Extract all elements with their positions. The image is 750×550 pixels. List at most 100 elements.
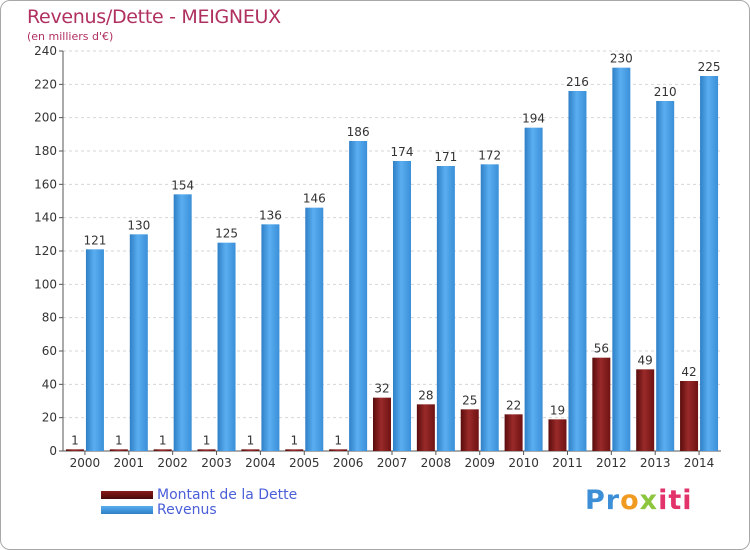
data-label-revenus: 225 bbox=[698, 60, 721, 74]
bar-revenus bbox=[129, 234, 148, 451]
bar-revenus bbox=[393, 161, 411, 451]
data-label-dette: 42 bbox=[681, 365, 696, 379]
y-tick-label: 60 bbox=[42, 344, 57, 358]
x-tick-label: 2004 bbox=[245, 456, 276, 470]
logo-part: x bbox=[639, 485, 659, 516]
bar-dette bbox=[109, 449, 128, 451]
data-label-revenus: 230 bbox=[610, 52, 633, 66]
data-label-revenus: 216 bbox=[566, 75, 589, 89]
data-label-revenus: 136 bbox=[259, 208, 282, 222]
data-label-dette: 1 bbox=[247, 433, 255, 447]
data-label-revenus: 174 bbox=[391, 145, 414, 159]
y-tick-label: 240 bbox=[34, 44, 57, 58]
data-label-revenus: 186 bbox=[347, 125, 370, 139]
x-tick-label: 2007 bbox=[377, 456, 408, 470]
y-tick-label: 100 bbox=[34, 277, 57, 291]
data-label-revenus: 210 bbox=[654, 85, 677, 99]
data-label-dette: 49 bbox=[638, 353, 653, 367]
x-tick-label: 2008 bbox=[421, 456, 452, 470]
x-tick-label: 2013 bbox=[640, 456, 671, 470]
y-tick-label: 120 bbox=[34, 244, 57, 258]
bar-dette bbox=[548, 419, 567, 451]
bar-revenus bbox=[568, 91, 587, 451]
y-tick-label: 40 bbox=[42, 377, 57, 391]
bar-revenus bbox=[349, 141, 368, 451]
bar-dette bbox=[241, 449, 260, 451]
bar-revenus bbox=[85, 249, 104, 451]
logo-part: Pr bbox=[585, 485, 621, 516]
axes: 0 20 40 60 80 100 120 140 160 180 200 220 240 2000 200… bbox=[34, 44, 721, 470]
bar-dette bbox=[416, 404, 435, 451]
x-tick-label: 2009 bbox=[464, 456, 495, 470]
bar-revenus bbox=[261, 224, 280, 451]
bar-revenus bbox=[480, 164, 499, 452]
bar-dette bbox=[65, 449, 84, 451]
y-tick-label: 200 bbox=[34, 111, 57, 125]
bar-dette bbox=[460, 409, 479, 451]
bar-dette bbox=[153, 449, 172, 451]
x-tick-label: 2001 bbox=[114, 456, 145, 470]
data-label-dette: 1 bbox=[115, 433, 123, 447]
data-label-dette: 1 bbox=[159, 433, 167, 447]
proxiti-logo: Proxiti bbox=[585, 485, 693, 516]
bar-revenus bbox=[524, 127, 543, 452]
x-tick-label: 2003 bbox=[201, 456, 232, 470]
data-label-revenus: 194 bbox=[522, 112, 545, 126]
bar-dette bbox=[592, 357, 611, 451]
bar-revenus bbox=[173, 194, 192, 452]
y-tick-label: 0 bbox=[49, 444, 57, 458]
y-tick-label: 180 bbox=[34, 144, 57, 158]
chart-title: Revenus/Dette - MEIGNEUX bbox=[27, 6, 281, 28]
data-label-dette: 56 bbox=[594, 342, 609, 356]
x-tick-label: 2000 bbox=[70, 456, 101, 470]
x-tick-label: 2011 bbox=[552, 456, 583, 470]
x-tick-label: 2006 bbox=[333, 456, 364, 470]
x-tick-label: 2014 bbox=[684, 456, 715, 470]
data-label-dette: 1 bbox=[334, 433, 342, 447]
data-label-dette: 32 bbox=[374, 382, 389, 396]
data-label-dette: 1 bbox=[71, 433, 79, 447]
bar-revenus bbox=[612, 67, 631, 452]
data-label-revenus: 125 bbox=[215, 227, 238, 241]
y-tick-label: 80 bbox=[42, 311, 57, 325]
data-label-dette: 25 bbox=[462, 393, 477, 407]
data-label-dette: 19 bbox=[550, 403, 565, 417]
bar-dette bbox=[285, 449, 304, 451]
bar-revenus bbox=[217, 242, 236, 451]
data-label-dette: 1 bbox=[290, 433, 298, 447]
bar-revenus bbox=[305, 207, 324, 451]
bar-revenus bbox=[436, 166, 455, 451]
x-tick-label: 2012 bbox=[596, 456, 627, 470]
data-label-revenus: 171 bbox=[434, 150, 457, 164]
legend-item-dette: Montant de la Dette bbox=[101, 487, 298, 503]
x-tick-label: 2005 bbox=[289, 456, 320, 470]
legend-swatch-dette bbox=[101, 491, 153, 499]
y-tick-label: 140 bbox=[34, 211, 57, 225]
data-label-dette: 22 bbox=[506, 398, 521, 412]
y-tick-label: 160 bbox=[34, 177, 57, 191]
y-tick-label: 20 bbox=[42, 411, 57, 425]
bars bbox=[65, 67, 719, 452]
x-tick-label: 2002 bbox=[157, 456, 188, 470]
legend-item-revenus: Revenus bbox=[101, 502, 217, 518]
data-label-revenus: 154 bbox=[171, 178, 194, 192]
bar-dette bbox=[680, 381, 699, 451]
legend-swatch-revenus bbox=[101, 506, 153, 514]
data-label-dette: 1 bbox=[203, 433, 211, 447]
y-tick-label: 220 bbox=[34, 77, 57, 91]
data-label-dette: 28 bbox=[418, 388, 433, 402]
legend-label-revenus: Revenus bbox=[157, 502, 217, 518]
logo-part: o bbox=[620, 485, 640, 516]
legend-label-dette: Montant de la Dette bbox=[157, 487, 298, 503]
bar-dette bbox=[329, 449, 348, 451]
bar-dette bbox=[373, 397, 391, 451]
chart-subtitle: (en milliers d'€) bbox=[27, 30, 114, 43]
bar-revenus bbox=[656, 101, 675, 451]
data-label-revenus: 121 bbox=[83, 233, 106, 247]
data-labels: 1 121 1 130 1 154 1 125 1 136 1 146 1 186 32 174 28 171 25… bbox=[71, 52, 720, 448]
x-tick-label: 2010 bbox=[508, 456, 539, 470]
bar-dette bbox=[636, 369, 655, 451]
data-label-revenus: 130 bbox=[127, 218, 150, 232]
